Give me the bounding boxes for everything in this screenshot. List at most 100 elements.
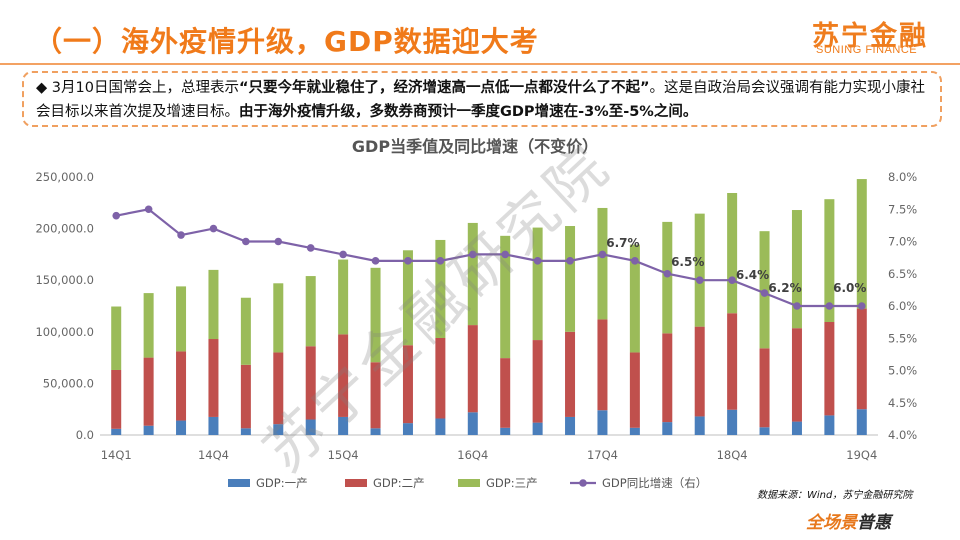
x-tick-label: 18Q4 — [717, 448, 748, 462]
growth-line — [115, 208, 862, 308]
bar-tertiary-17Q4 — [597, 207, 608, 320]
y-left-tick-label: 0.0 — [76, 428, 94, 442]
bar-primary-14Q2 — [143, 425, 154, 435]
growth-point-17Q4 — [598, 250, 607, 259]
bar-primary-16Q3 — [435, 418, 446, 435]
y-left-tick-label: 150,000.0 — [35, 273, 94, 287]
legend-swatch — [228, 479, 250, 487]
bar-secondary-14Q3 — [176, 351, 187, 421]
bar-primary-19Q1 — [759, 427, 770, 435]
growth-point-18Q4 — [728, 276, 736, 284]
legend-label: GDP同比增速（右） — [602, 476, 707, 490]
growth-point-17Q1 — [501, 250, 510, 259]
bar-primary-16Q4 — [467, 412, 478, 435]
legend-label: GDP:一产 — [256, 476, 308, 490]
data-label: 6.0% — [833, 281, 866, 295]
data-label: 6.2% — [768, 281, 801, 295]
bar-secondary-19Q1 — [759, 348, 770, 428]
note-part1: 3月10日国常会上，总理表示 — [47, 80, 239, 96]
bar-secondary-17Q3 — [565, 331, 576, 417]
x-tick-label: 19Q4 — [846, 448, 877, 462]
bar-secondary-16Q3 — [435, 337, 446, 419]
page-title: （一）海外疫情升级，GDP数据迎大考 — [34, 25, 539, 58]
bar-primary-14Q1 — [111, 428, 122, 435]
y-right-tick-label: 7.5% — [888, 202, 917, 216]
bar-primary-17Q3 — [565, 416, 576, 435]
bar-secondary-16Q2 — [402, 345, 413, 424]
bar-primary-15Q1 — [240, 428, 251, 435]
growth-point-19Q3 — [825, 302, 834, 310]
note-bold: 由于海外疫情升级，多数券商预计一季度GDP增速在-3%至-5%之间。 — [239, 104, 698, 120]
growth-point-16Q2 — [404, 257, 412, 265]
bar-primary-18Q3 — [694, 416, 705, 435]
y-left-tick-label: 50,000.0 — [43, 376, 94, 390]
data-label: 6.4% — [736, 268, 769, 282]
bar-secondary-15Q4 — [338, 334, 349, 417]
bar-tertiary-16Q4 — [467, 222, 478, 326]
bar-tertiary-19Q4 — [856, 179, 867, 309]
legend-point-marker — [579, 479, 587, 487]
y-right-tick-label: 7.0% — [888, 235, 917, 249]
data-label: 6.7% — [606, 236, 639, 250]
legend-label: GDP:三产 — [486, 476, 538, 490]
growth-point-15Q1 — [242, 237, 250, 246]
bar-secondary-14Q2 — [143, 357, 154, 426]
footer-logo-b: 普惠 — [857, 513, 891, 533]
legend-swatch — [345, 479, 367, 487]
growth-point-17Q3 — [566, 257, 574, 265]
growth-point-18Q2 — [663, 269, 672, 278]
footer-logo-a: 全场景 — [806, 513, 857, 533]
growth-point-16Q1 — [371, 257, 380, 265]
note-text: ◆ 3月10日国常会上，总理表示“只要今年就业稳住了，经济增速高一点低一点都没什… — [36, 76, 936, 124]
bar-tertiary-14Q2 — [143, 293, 154, 358]
growth-point-19Q2 — [793, 302, 801, 310]
bar-secondary-15Q2 — [273, 352, 284, 425]
growth-point-18Q1 — [631, 257, 639, 265]
y-left-tick-label: 200,000.0 — [35, 222, 94, 236]
x-tick-label: 15Q4 — [328, 448, 359, 462]
bar-primary-15Q2 — [273, 424, 284, 435]
bar-secondary-16Q4 — [467, 325, 478, 413]
bar-secondary-19Q4 — [856, 308, 867, 410]
growth-point-18Q3 — [695, 276, 704, 284]
y-right-tick-label: 5.5% — [888, 331, 917, 345]
growth-point-17Q2 — [533, 257, 542, 265]
growth-point-19Q4 — [857, 302, 866, 310]
y-right-tick-label: 6.5% — [888, 267, 917, 281]
bar-secondary-18Q2 — [662, 333, 673, 423]
y-right-tick-label: 8.0% — [888, 170, 917, 184]
bar-tertiary-16Q2 — [402, 250, 413, 346]
note-box — [22, 71, 942, 127]
bar-secondary-17Q1 — [500, 358, 511, 428]
bar-secondary-18Q3 — [694, 326, 705, 417]
bar-primary-15Q3 — [305, 419, 316, 435]
data-label: 6.5% — [671, 255, 704, 269]
bar-primary-19Q2 — [791, 421, 802, 435]
bar-tertiary-17Q3 — [565, 226, 576, 332]
bar-tertiary-14Q1 — [111, 306, 122, 370]
x-tick-label: 16Q4 — [457, 448, 488, 462]
note-part2: 。这是自政治局会议强调有能力实现小康社会目标以来首次提及增速目标。 — [36, 80, 926, 120]
header-divider — [0, 63, 960, 65]
bar-secondary-17Q2 — [532, 340, 543, 423]
bar-primary-14Q4 — [208, 416, 219, 435]
bar-secondary-19Q3 — [824, 321, 835, 416]
bar-tertiary-15Q1 — [240, 297, 251, 365]
growth-point-16Q3 — [436, 257, 445, 265]
bar-secondary-14Q4 — [208, 339, 219, 417]
bar-primary-14Q3 — [176, 420, 187, 435]
bar-tertiary-16Q3 — [435, 239, 446, 338]
growth-point-15Q2 — [274, 237, 283, 246]
bar-secondary-14Q1 — [111, 369, 122, 429]
bar-primary-18Q4 — [727, 409, 738, 435]
footer-logo: 全场景普惠 — [806, 508, 891, 533]
x-tick-label: 17Q4 — [587, 448, 618, 462]
bar-secondary-16Q1 — [370, 362, 381, 429]
bar-tertiary-17Q1 — [500, 235, 511, 359]
bar-primary-19Q3 — [824, 415, 835, 435]
logo-subtitle: SUNING FINANCE — [816, 44, 918, 56]
bullet-icon: ◆ — [36, 80, 48, 96]
bar-tertiary-17Q2 — [532, 227, 543, 341]
bar-tertiary-19Q3 — [824, 199, 835, 322]
chart-title: GDP当季值及同比增速（不变价） — [352, 137, 598, 156]
